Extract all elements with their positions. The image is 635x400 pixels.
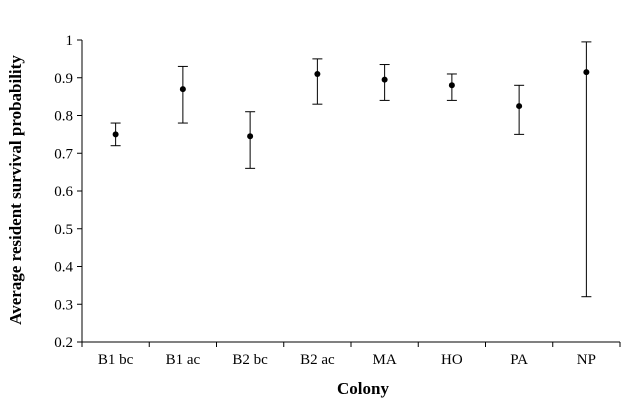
data-marks <box>110 41 592 298</box>
data-point <box>583 69 590 76</box>
y-axis-title: Average resident survival probability <box>6 55 25 325</box>
x-axis-title: Colony <box>337 379 389 398</box>
y-tick-label: 0.4 <box>54 260 73 276</box>
x-tick-label: NP <box>577 352 596 368</box>
y-tick-label: 0.7 <box>54 146 73 162</box>
axes: 0.2 0.3 0.4 0.5 0.6 0.7 0.8 0.9 1 B1 bc B1 ac B2 bc… <box>54 33 621 368</box>
y-tick-label: 0.3 <box>54 297 73 313</box>
x-tick-label: B2 ac <box>300 352 335 368</box>
y-tick-label: 0.2 <box>54 335 73 351</box>
data-point <box>314 70 321 77</box>
data-point <box>179 86 186 93</box>
x-tick-label: PA <box>510 352 528 368</box>
data-point <box>112 131 119 138</box>
x-tick-label: B2 bc <box>232 352 268 368</box>
x-tick-label: HO <box>441 352 463 368</box>
y-tick-label: 1 <box>66 33 74 49</box>
data-point <box>516 103 523 110</box>
x-tick-label: B1 ac <box>166 352 201 368</box>
x-tick-label: MA <box>373 352 397 368</box>
x-tick-label: B1 bc <box>98 352 134 368</box>
y-tick-label: 0.6 <box>54 184 73 200</box>
y-tick-label: 0.9 <box>54 71 73 87</box>
data-point <box>381 76 388 83</box>
y-tick-label: 0.5 <box>54 222 73 238</box>
data-point <box>247 133 254 140</box>
data-point <box>448 82 455 89</box>
y-tick-label: 0.8 <box>54 109 73 125</box>
